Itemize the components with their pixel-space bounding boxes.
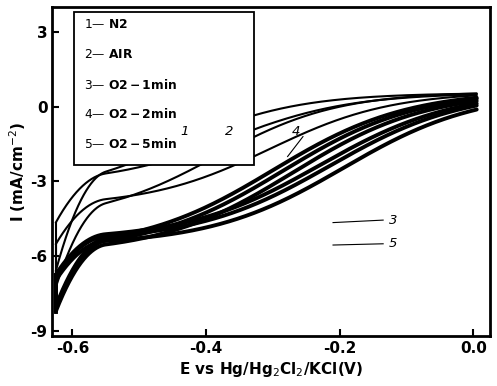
Text: 4: 4 <box>292 125 301 138</box>
Text: 1: 1 <box>180 125 189 138</box>
Text: 5: 5 <box>389 237 398 250</box>
Y-axis label: I (mA/cm$^{-2}$): I (mA/cm$^{-2}$) <box>7 122 28 222</box>
Text: $\mathit{3}$$\mathbf{—\ }$$\mathbf{O2-1min}$: $\mathit{3}$$\mathbf{—\ }$$\mathbf{O2-1m… <box>84 78 177 92</box>
Text: $\mathit{4}$$\mathbf{—\ }$$\mathbf{O2-2min}$: $\mathit{4}$$\mathbf{—\ }$$\mathbf{O2-2m… <box>84 107 177 121</box>
FancyBboxPatch shape <box>74 12 254 165</box>
X-axis label: E vs Hg/Hg$_2$Cl$_2$/KCl(V): E vs Hg/Hg$_2$Cl$_2$/KCl(V) <box>179 360 363 379</box>
Text: 3: 3 <box>389 213 398 227</box>
Text: $\mathit{1}$$\mathbf{—\ }$$\mathbf{N2}$: $\mathit{1}$$\mathbf{—\ }$$\mathbf{N2}$ <box>84 19 128 32</box>
Text: $\mathit{5}$$\mathbf{—\ }$$\mathbf{O2-5min}$: $\mathit{5}$$\mathbf{—\ }$$\mathbf{O2-5m… <box>84 137 177 151</box>
Text: $\mathit{2}$$\mathbf{—\ }$$\mathbf{AIR}$: $\mathit{2}$$\mathbf{—\ }$$\mathbf{AIR}$ <box>84 48 133 61</box>
Text: 2: 2 <box>225 125 234 138</box>
